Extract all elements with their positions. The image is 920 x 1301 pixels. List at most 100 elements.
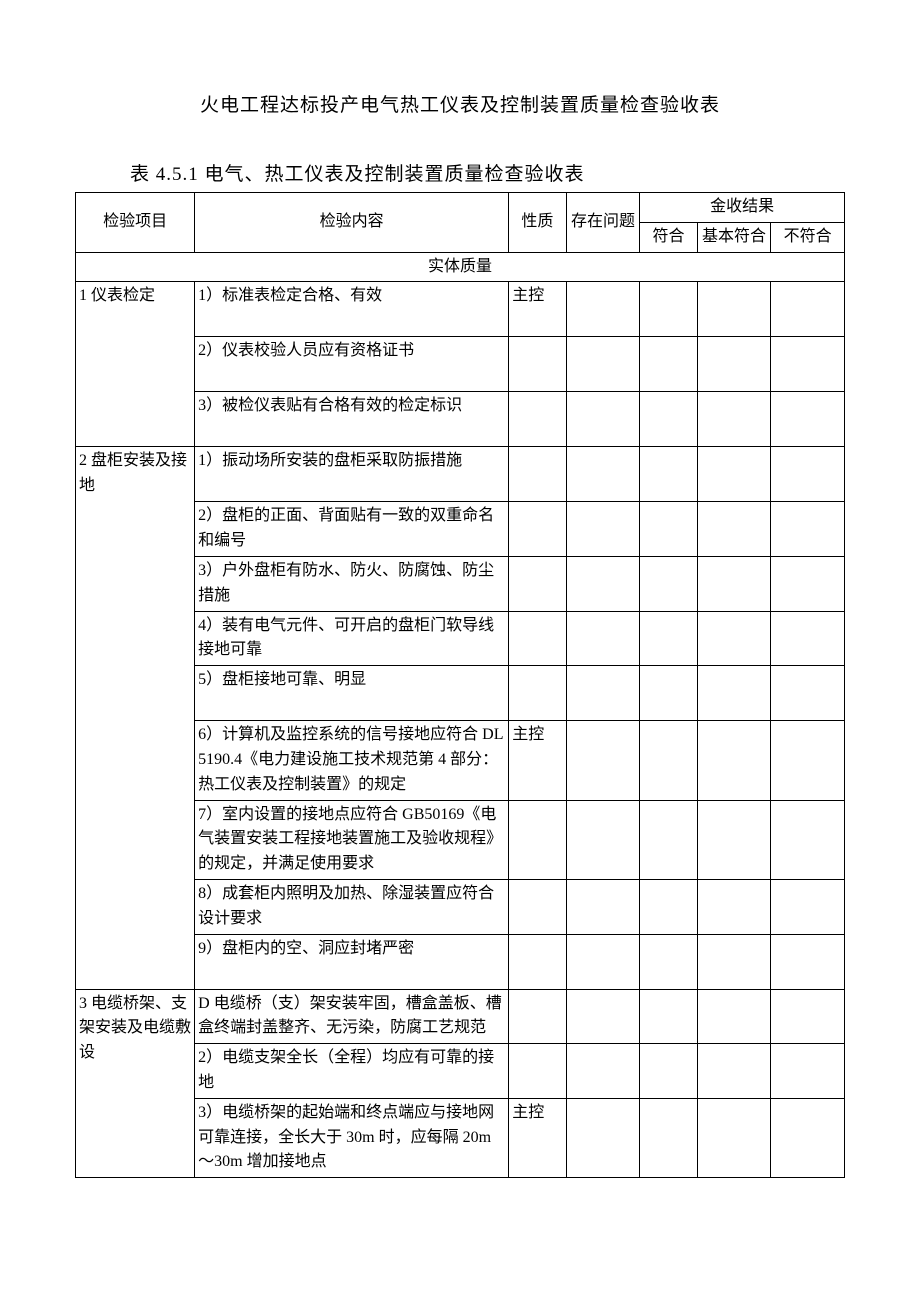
result-conform-cell (640, 721, 697, 800)
issue-cell (566, 392, 640, 447)
nature-cell (509, 989, 566, 1044)
content-cell: 7）室内设置的接地点应符合 GB50169《电气装置安装工程接地装置施工及验收规… (195, 800, 509, 879)
result-nonconform-cell (771, 611, 845, 666)
result-conform-cell (640, 337, 697, 392)
header-issue: 存在问题 (566, 193, 640, 253)
result-basic-cell (697, 1044, 771, 1099)
content-cell: 2）盘柜的正面、背面贴有一致的双重命名和编号 (195, 502, 509, 557)
nature-cell: 主控 (509, 282, 566, 337)
content-cell: 1）标准表检定合格、有效 (195, 282, 509, 337)
table-row: 3 电缆桥架、支架安装及电缆敷设D 电缆桥（支）架安装牢固，槽盒盖板、槽盒终端封… (76, 989, 845, 1044)
result-nonconform-cell (771, 502, 845, 557)
nature-cell (509, 1044, 566, 1099)
result-basic-cell (697, 934, 771, 989)
result-basic-cell (697, 800, 771, 879)
result-nonconform-cell (771, 989, 845, 1044)
document-page: 火电工程达标投产电气热工仪表及控制装置质量检查验收表 表 4.5.1 电气、热工… (0, 0, 920, 1238)
result-basic-cell (697, 556, 771, 611)
result-basic-cell (697, 447, 771, 502)
header-result-3: 不符合 (771, 222, 845, 252)
item-cell: 2 盘柜安装及接地 (76, 447, 195, 989)
content-cell: 2）电缆支架全长（全程）均应有可靠的接地 (195, 1044, 509, 1099)
result-basic-cell (697, 721, 771, 800)
content-cell: 9）盘柜内的空、洞应封堵严密 (195, 934, 509, 989)
result-conform-cell (640, 666, 697, 721)
issue-cell (566, 666, 640, 721)
result-conform-cell (640, 1098, 697, 1177)
nature-cell (509, 800, 566, 879)
result-nonconform-cell (771, 1098, 845, 1177)
result-basic-cell (697, 1098, 771, 1177)
header-result-2: 基本符合 (697, 222, 771, 252)
issue-cell (566, 800, 640, 879)
content-cell: 5）盘柜接地可靠、明显 (195, 666, 509, 721)
nature-cell (509, 879, 566, 934)
table-body: 实体质量 1 仪表检定1）标准表检定合格、有效主控2）仪表校验人员应有资格证书3… (76, 252, 845, 1178)
result-conform-cell (640, 282, 697, 337)
result-basic-cell (697, 879, 771, 934)
nature-cell (509, 934, 566, 989)
issue-cell (566, 989, 640, 1044)
result-conform-cell (640, 502, 697, 557)
header-result-1: 符合 (640, 222, 697, 252)
content-cell: 2）仪表校验人员应有资格证书 (195, 337, 509, 392)
nature-cell (509, 502, 566, 557)
content-cell: 1）振动场所安装的盘柜采取防振措施 (195, 447, 509, 502)
result-basic-cell (697, 392, 771, 447)
inspection-table: 检验项目 检验内容 性质 存在问题 金收结果 符合 基本符合 不符合 实体质量 … (75, 192, 845, 1178)
result-basic-cell (697, 989, 771, 1044)
issue-cell (566, 611, 640, 666)
section-title: 实体质量 (76, 252, 845, 282)
nature-cell: 主控 (509, 721, 566, 800)
content-cell: 3）被检仪表贴有合格有效的检定标识 (195, 392, 509, 447)
result-conform-cell (640, 611, 697, 666)
section-row: 实体质量 (76, 252, 845, 282)
result-conform-cell (640, 934, 697, 989)
result-nonconform-cell (771, 800, 845, 879)
header-result-group: 金收结果 (640, 193, 845, 223)
content-cell: 3）电缆桥架的起始端和终点端应与接地网可靠连接，全长大于 30m 时，应每隔 2… (195, 1098, 509, 1177)
nature-cell: 主控 (509, 1098, 566, 1177)
nature-cell (509, 392, 566, 447)
item-cell: 1 仪表检定 (76, 282, 195, 447)
result-conform-cell (640, 392, 697, 447)
result-basic-cell (697, 502, 771, 557)
table-row: 1 仪表检定1）标准表检定合格、有效主控 (76, 282, 845, 337)
result-conform-cell (640, 447, 697, 502)
result-basic-cell (697, 282, 771, 337)
header-nature: 性质 (509, 193, 566, 253)
result-conform-cell (640, 989, 697, 1044)
issue-cell (566, 934, 640, 989)
document-title: 火电工程达标投产电气热工仪表及控制装置质量检查验收表 (75, 90, 845, 117)
header-content: 检验内容 (195, 193, 509, 253)
item-cell: 3 电缆桥架、支架安装及电缆敷设 (76, 989, 195, 1178)
result-nonconform-cell (771, 282, 845, 337)
result-conform-cell (640, 556, 697, 611)
result-nonconform-cell (771, 392, 845, 447)
content-cell: D 电缆桥（支）架安装牢固，槽盒盖板、槽盒终端封盖整齐、无污染，防腐工艺规范 (195, 989, 509, 1044)
issue-cell (566, 721, 640, 800)
result-conform-cell (640, 1044, 697, 1099)
nature-cell (509, 447, 566, 502)
result-conform-cell (640, 800, 697, 879)
result-conform-cell (640, 879, 697, 934)
issue-cell (566, 879, 640, 934)
content-cell: 3）户外盘柜有防水、防火、防腐蚀、防尘措施 (195, 556, 509, 611)
result-basic-cell (697, 337, 771, 392)
nature-cell (509, 611, 566, 666)
issue-cell (566, 447, 640, 502)
result-nonconform-cell (771, 879, 845, 934)
table-header: 检验项目 检验内容 性质 存在问题 金收结果 符合 基本符合 不符合 (76, 193, 845, 253)
nature-cell (509, 666, 566, 721)
issue-cell (566, 282, 640, 337)
nature-cell (509, 556, 566, 611)
result-nonconform-cell (771, 934, 845, 989)
header-item: 检验项目 (76, 193, 195, 253)
issue-cell (566, 1098, 640, 1177)
result-nonconform-cell (771, 447, 845, 502)
table-caption: 表 4.5.1 电气、热工仪表及控制装置质量检查验收表 (130, 159, 845, 186)
content-cell: 8）成套柜内照明及加热、除湿装置应符合设计要求 (195, 879, 509, 934)
result-nonconform-cell (771, 556, 845, 611)
result-nonconform-cell (771, 1044, 845, 1099)
nature-cell (509, 337, 566, 392)
